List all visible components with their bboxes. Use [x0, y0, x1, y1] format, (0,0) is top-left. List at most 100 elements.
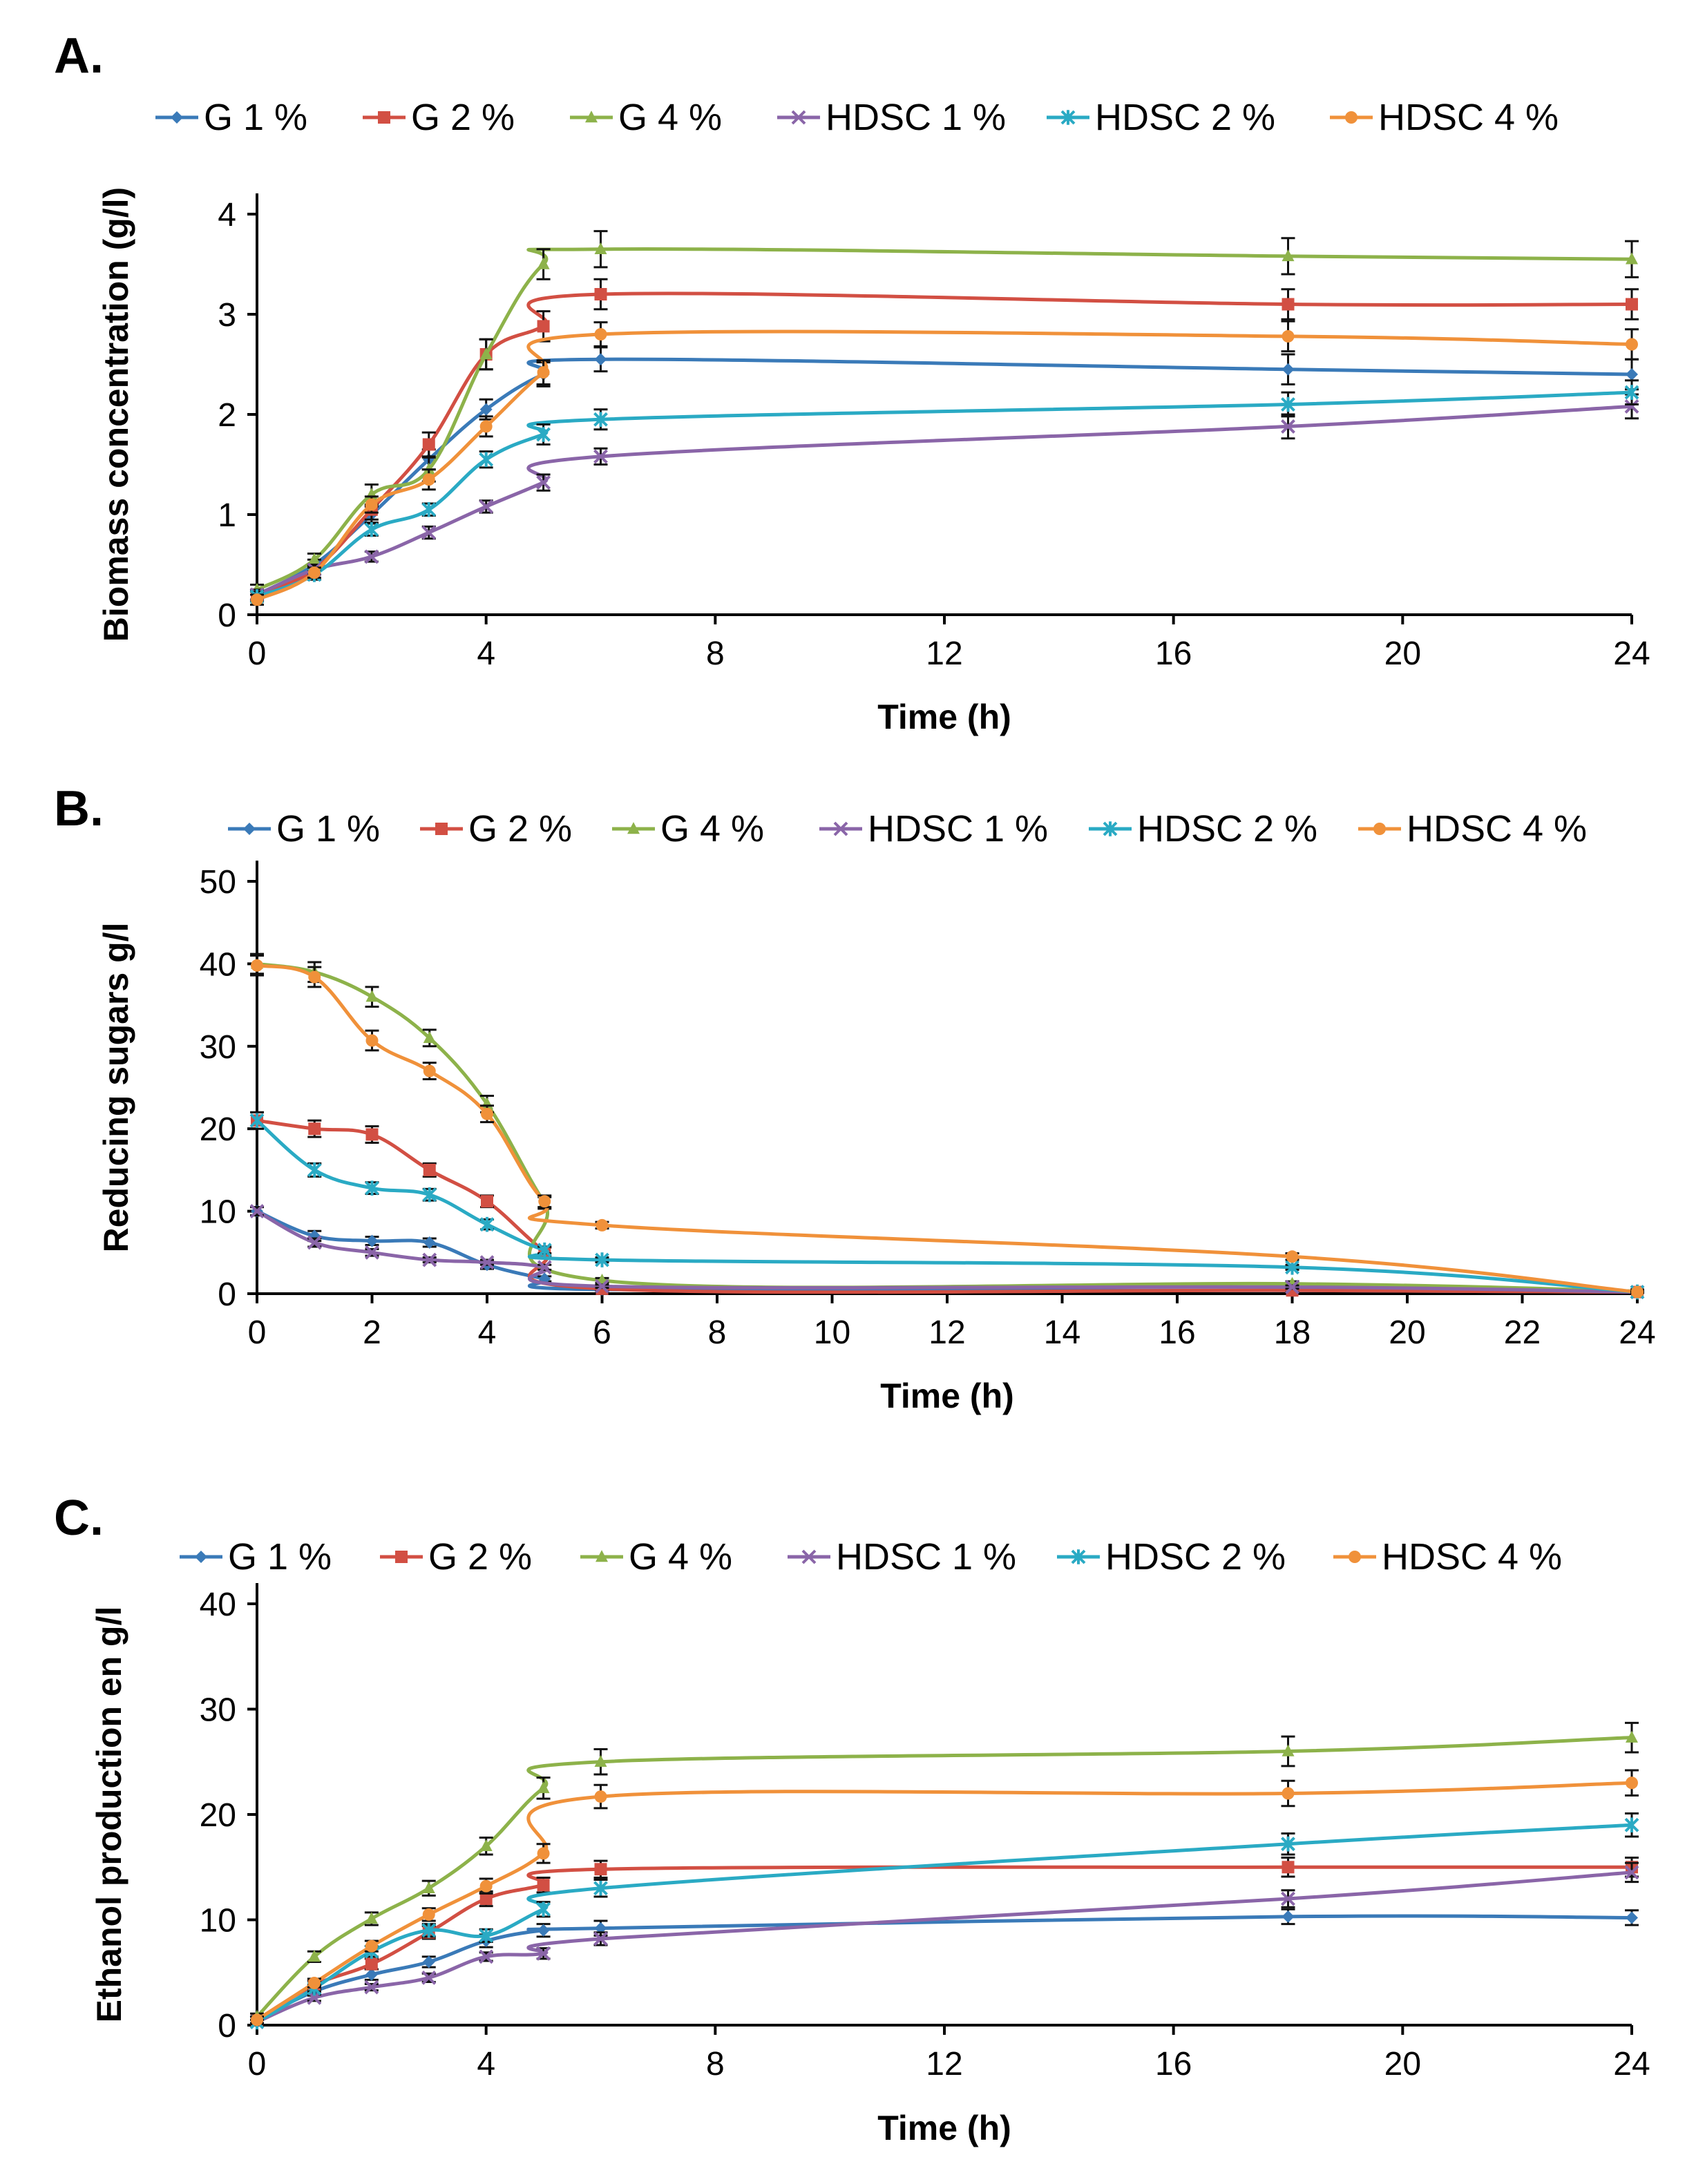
- data-point: [594, 1922, 607, 1935]
- y-tick-label: 10: [200, 1194, 236, 1231]
- data-point: [479, 1928, 494, 1944]
- data-point: [307, 553, 321, 565]
- data-point: [536, 427, 551, 442]
- data-point: [1626, 368, 1638, 381]
- series-g-4: [250, 952, 1644, 1296]
- data-point: [421, 1922, 437, 1938]
- legend-label: HDSC 1 %: [868, 808, 1048, 850]
- data-point: [593, 1880, 608, 1896]
- data-point: [1624, 399, 1639, 414]
- x-tick-label: 20: [1389, 1314, 1425, 1351]
- x-tick-label: 24: [1613, 635, 1650, 672]
- data-point: [308, 1122, 321, 1136]
- legend-marker: [585, 111, 598, 123]
- data-point: [1626, 1730, 1638, 1743]
- data-point: [594, 1863, 607, 1876]
- data-point: [365, 1128, 379, 1141]
- x-tick-label: 18: [1274, 1314, 1311, 1351]
- y-axis-title: Ethanol production en g/l: [90, 1607, 128, 2023]
- data-point: [537, 1879, 550, 1892]
- y-tick-label: 0: [218, 2008, 236, 2044]
- y-tick-label: 30: [200, 1692, 236, 1729]
- x-tick-label: 16: [1155, 2046, 1192, 2082]
- legend-marker: [243, 823, 256, 835]
- data-point: [422, 1908, 435, 1921]
- data-point: [364, 1980, 379, 1995]
- data-point: [594, 1790, 607, 1803]
- data-point: [479, 499, 494, 514]
- legend-label: G 4 %: [660, 808, 764, 850]
- data-point: [537, 366, 550, 379]
- x-axis-title: Time (h): [880, 1377, 1014, 1415]
- y-tick-label: 3: [218, 297, 236, 334]
- data-point: [423, 1064, 436, 1077]
- data-point: [594, 288, 607, 300]
- data-point: [365, 1968, 378, 1981]
- legend-entry: HDSC 1 %: [777, 97, 1006, 138]
- data-point: [251, 593, 263, 606]
- data-point: [537, 1847, 550, 1860]
- data-point: [593, 1931, 608, 1946]
- data-point: [249, 1113, 265, 1129]
- y-axis-title: Biomass concentration (g/l): [97, 187, 135, 642]
- data-point: [1282, 249, 1295, 262]
- data-point: [537, 1242, 552, 1258]
- x-tick-label: 4: [478, 1314, 497, 1351]
- legend-label: G 1 %: [276, 808, 380, 850]
- x-axis-title: Time (h): [877, 698, 1011, 736]
- data-point: [481, 1195, 493, 1208]
- data-point: [537, 1924, 550, 1937]
- series-hdsc-1: [249, 1861, 1639, 2029]
- legend-entry: G 1 %: [155, 97, 307, 138]
- data-point: [537, 1260, 552, 1275]
- data-point: [422, 1955, 435, 1969]
- series-line: [256, 964, 1638, 1294]
- legend-label: G 1 %: [204, 97, 307, 138]
- legend-entry: G 4 %: [612, 808, 764, 850]
- data-point: [537, 257, 550, 269]
- legend-marker: [596, 1550, 608, 1562]
- x-tick-label: 22: [1504, 1314, 1541, 1351]
- legend-label: HDSC 2 %: [1095, 97, 1275, 138]
- data-point: [594, 353, 607, 366]
- x-tick-label: 0: [248, 635, 267, 672]
- legend-label: HDSC 4 %: [1407, 808, 1587, 850]
- data-point: [594, 328, 607, 341]
- data-point: [479, 403, 493, 416]
- data-point: [307, 566, 321, 579]
- data-point: [479, 1893, 493, 1905]
- data-point: [365, 990, 379, 1002]
- legend-marker: [627, 822, 640, 834]
- series-g-4: [250, 1721, 1639, 2022]
- x-tick-label: 24: [1613, 2046, 1650, 2082]
- data-point: [365, 1245, 379, 1260]
- data-point: [479, 1949, 494, 1964]
- legend-entry: HDSC 4 %: [1333, 1536, 1562, 1578]
- data-point: [594, 1754, 607, 1767]
- data-point: [536, 1902, 551, 1917]
- legend-marker: [1349, 1551, 1361, 1563]
- data-point: [595, 1252, 609, 1267]
- data-point: [1624, 385, 1639, 400]
- data-point: [479, 1839, 493, 1851]
- x-tick-label: 2: [363, 1314, 381, 1351]
- x-tick-label: 10: [814, 1314, 850, 1351]
- y-tick-label: 30: [200, 1029, 236, 1066]
- y-tick-label: 10: [200, 1903, 236, 1939]
- data-point: [1624, 1865, 1639, 1880]
- legend-marker: [1060, 110, 1076, 125]
- legend-label: HDSC 1 %: [826, 97, 1006, 138]
- data-point: [1626, 1911, 1638, 1924]
- x-tick-label: 12: [928, 1314, 965, 1351]
- data-point: [307, 1949, 321, 1962]
- data-point: [1282, 1744, 1295, 1756]
- series-g-2: [250, 1111, 1644, 1299]
- legend-entry: G 4 %: [570, 97, 722, 138]
- data-point: [251, 2013, 263, 2027]
- legend-marker: [833, 821, 848, 836]
- data-point: [422, 438, 435, 451]
- data-point: [1626, 338, 1638, 351]
- y-tick-label: 4: [218, 197, 236, 233]
- chart-panel-3: C. G 1 % G 2 % G 4 % HDSC 1 % HDSC 2 % HDSC 4 …: [54, 1491, 1650, 2147]
